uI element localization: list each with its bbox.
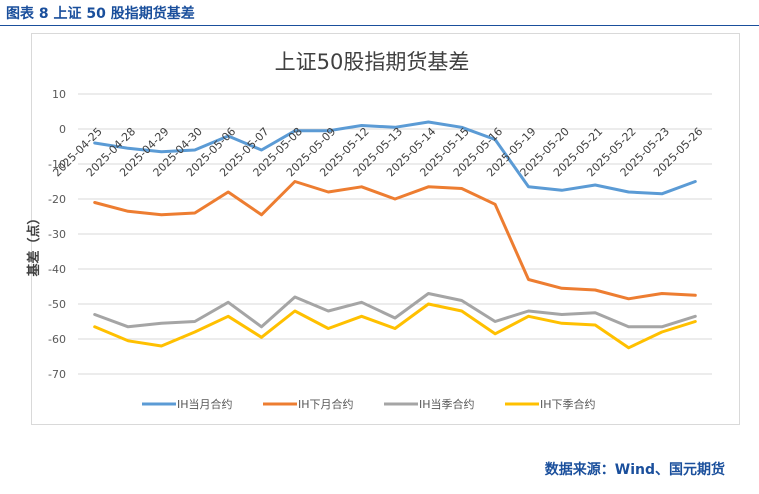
- chart-title: 上证50股指期货基差: [275, 50, 470, 74]
- y-tick-label: -20: [48, 193, 66, 206]
- series-line-1: [93, 180, 697, 301]
- y-tick-label: 0: [59, 123, 66, 136]
- x-tick-labels: 2025-04-252025-04-282025-04-292025-04-30…: [50, 125, 705, 179]
- y-tick-label: -10: [48, 158, 66, 171]
- chart-frame: [31, 33, 740, 425]
- series-lines: [93, 120, 697, 350]
- figure-caption: 图表 8 上证 50 股指期货基差: [6, 6, 195, 22]
- legend: IH当月合约 IH下月合约 IH当季合约 IH下季合约: [142, 397, 596, 411]
- y-tick-label: 10: [52, 88, 66, 101]
- y-tick-label: -50: [48, 298, 66, 311]
- series-line-3: [93, 302, 697, 350]
- legend-label: IH当月合约: [177, 397, 233, 411]
- data-source: 数据来源：Wind、国元期货: [544, 462, 725, 478]
- legend-label: IH下月合约: [298, 397, 354, 411]
- y-axis-label: 基差（点）: [26, 211, 42, 277]
- caption-divider: [0, 25, 759, 26]
- y-tick-label: -40: [48, 263, 66, 276]
- legend-label: IH下季合约: [540, 397, 596, 411]
- y-tick-label: -60: [48, 333, 66, 346]
- legend-label: IH当季合约: [419, 397, 475, 411]
- series-line-0: [93, 120, 697, 196]
- y-tick-label: -70: [48, 368, 66, 381]
- y-tick-label: -30: [48, 228, 66, 241]
- y-tick-labels: 10 0 -10 -20 -30 -40 -50 -60 -70: [48, 88, 66, 381]
- series-line-2: [93, 292, 697, 329]
